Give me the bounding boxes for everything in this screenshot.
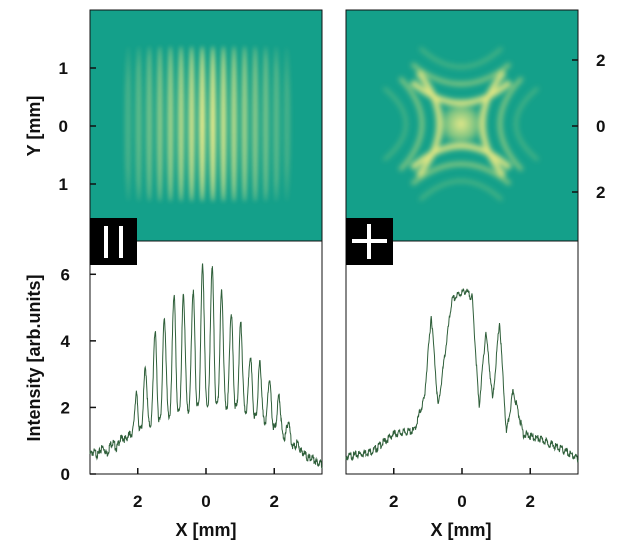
parallel-lines-icon [104,226,123,258]
cross-fringe-pattern [383,46,539,202]
fringe-stripe [252,46,259,202]
fringe-stripe [156,46,163,202]
vertical-fringe-pattern [124,46,291,202]
fringe-stripe [209,46,216,202]
y-tick-label: 6 [61,265,70,284]
left-image-ytick-label: 1 [59,175,68,194]
left-intensity-trace [89,263,323,470]
right-image-ytick-label: 2 [596,183,605,202]
fringe-stripe [262,46,269,202]
right-plot-axes: 2 0 2 [389,468,535,511]
fringe-stripe [188,46,195,202]
right-profile-plot: 2 0 2 X [mm] [345,240,579,540]
x-tick-label: 2 [526,492,535,511]
right-intensity-trace [345,288,579,463]
right-image-panel: 2 0 2 [345,9,605,242]
fringe-stripe [124,46,132,202]
fringe-stripe [283,46,291,202]
x-tick-label: 0 [201,492,210,511]
y-tick-label: 4 [61,332,71,351]
fringe-stripe [167,46,174,202]
left-image-panel: 1 0 1 Y [mm] [24,9,323,242]
cross-icon [352,224,387,259]
fringe-stripe [146,46,153,202]
x-tick-label: 2 [389,492,398,511]
left-profile-plot: 2 0 2 0 2 4 6 X [mm] Intensity [arb.units] [24,240,323,540]
fringe-stripe [273,46,280,202]
left-plot-x-axis-label: X [mm] [175,520,236,540]
left-plot-y-axis-label: Intensity [arb.units] [24,274,44,441]
x-tick-label: 2 [270,492,279,511]
right-image-ytick-label: 2 [596,51,605,70]
cross-badge [346,218,393,265]
x-tick-label: 0 [457,492,466,511]
fringe-stripe [230,46,238,202]
fringe-stripe [135,46,142,202]
left-image-y-axis-label: Y [mm] [24,96,44,157]
fringe-stripe [177,46,185,202]
y-tick-label: 0 [61,465,70,484]
y-tick-label: 2 [61,398,70,417]
parallel-lines-badge [90,218,137,265]
fringe-stripe [220,46,227,202]
left-plot-axes: 2 0 2 0 2 4 6 [61,265,279,511]
right-plot-frame [345,240,579,475]
fringe-stripe [199,46,206,202]
fringe-stripe [241,46,248,202]
left-image-ytick-label: 0 [59,117,68,136]
right-image-y-ticks: 2 0 2 [572,51,605,202]
left-image-y-ticks: 1 0 1 [59,59,96,194]
right-image-ytick-label: 0 [596,117,605,136]
x-tick-label: 2 [133,492,142,511]
right-plot-x-axis-label: X [mm] [430,520,491,540]
left-image-ytick-label: 1 [59,59,68,78]
